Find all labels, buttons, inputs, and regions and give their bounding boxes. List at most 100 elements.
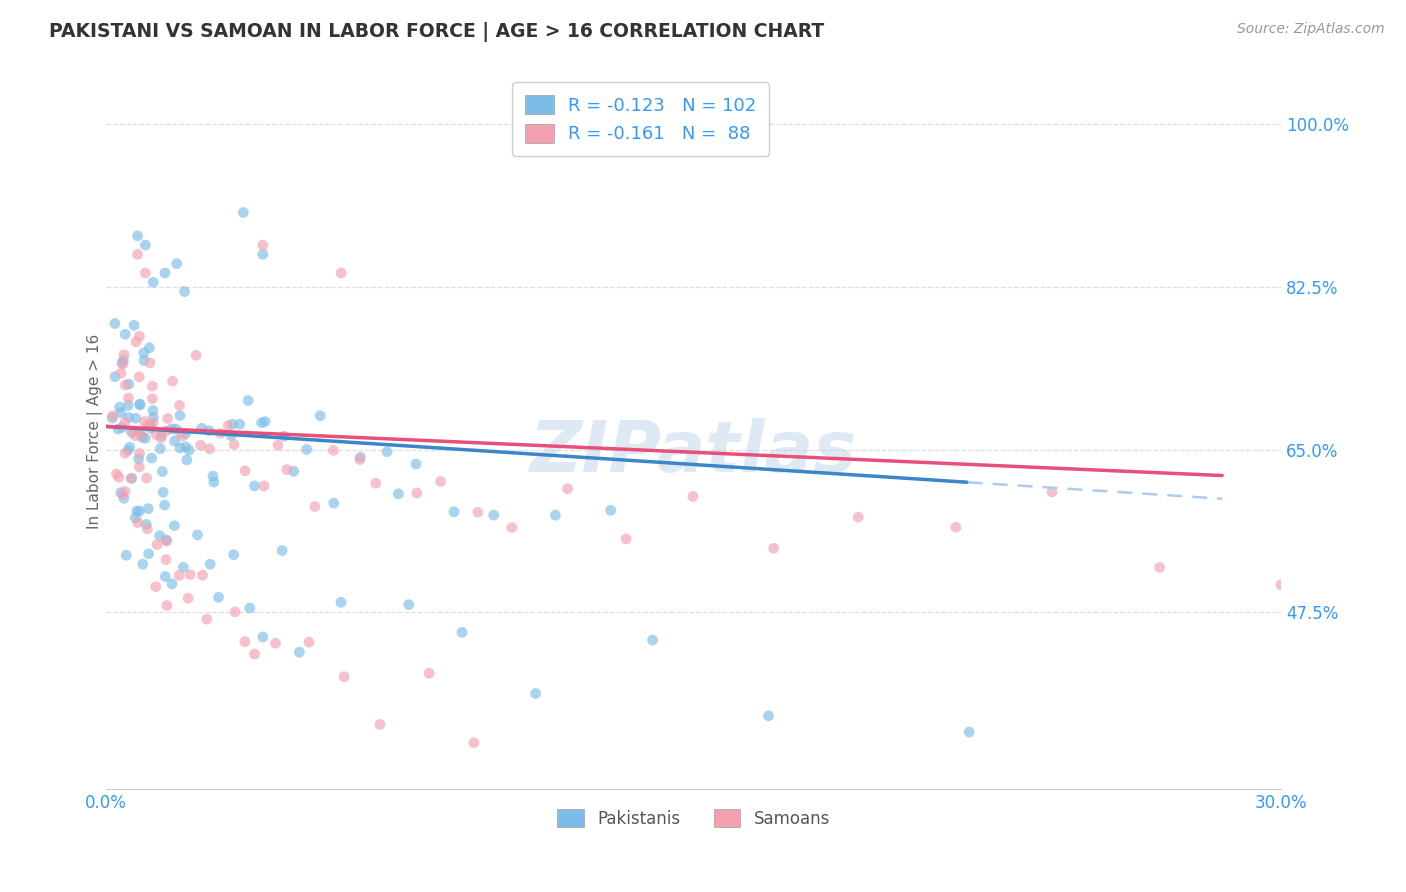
- Point: [136, 501, 159, 516]
- Point: [239, 601, 262, 615]
- Point: [169, 409, 191, 423]
- Point: [162, 374, 184, 388]
- Point: [163, 518, 186, 533]
- Point: [177, 591, 200, 606]
- Point: [141, 379, 163, 393]
- Point: [128, 329, 150, 343]
- Point: [125, 334, 148, 349]
- Point: [141, 451, 163, 466]
- Point: [163, 434, 186, 448]
- Legend: Pakistanis, Samoans: Pakistanis, Samoans: [551, 803, 837, 835]
- Point: [252, 238, 274, 252]
- Point: [101, 409, 124, 423]
- Point: [252, 630, 274, 644]
- Point: [146, 538, 169, 552]
- Point: [264, 636, 287, 650]
- Point: [112, 353, 135, 368]
- Point: [155, 552, 177, 566]
- Point: [155, 534, 177, 549]
- Point: [111, 487, 134, 501]
- Point: [295, 442, 318, 457]
- Point: [253, 479, 276, 493]
- Point: [136, 522, 159, 536]
- Point: [134, 415, 156, 429]
- Point: [172, 429, 194, 443]
- Point: [139, 417, 162, 432]
- Text: Source: ZipAtlas.com: Source: ZipAtlas.com: [1237, 22, 1385, 37]
- Point: [156, 599, 179, 613]
- Point: [222, 548, 245, 562]
- Point: [145, 580, 167, 594]
- Point: [349, 452, 371, 467]
- Point: [134, 266, 156, 280]
- Point: [142, 403, 165, 417]
- Point: [219, 428, 242, 442]
- Point: [250, 416, 273, 430]
- Point: [150, 431, 173, 445]
- Point: [233, 634, 256, 648]
- Point: [599, 503, 621, 517]
- Point: [191, 568, 214, 582]
- Point: [114, 378, 136, 392]
- Point: [463, 736, 485, 750]
- Point: [125, 504, 148, 518]
- Point: [110, 366, 132, 380]
- Y-axis label: In Labor Force | Age > 16: In Labor Force | Age > 16: [87, 334, 103, 529]
- Point: [141, 392, 163, 406]
- Point: [131, 430, 153, 444]
- Point: [132, 346, 155, 360]
- Point: [117, 391, 139, 405]
- Point: [129, 398, 152, 412]
- Point: [179, 443, 201, 458]
- Point: [309, 409, 332, 423]
- Point: [614, 532, 637, 546]
- Point: [134, 238, 156, 252]
- Point: [252, 247, 274, 261]
- Point: [107, 422, 129, 436]
- Point: [174, 426, 197, 441]
- Point: [149, 529, 172, 543]
- Point: [117, 399, 139, 413]
- Point: [125, 411, 148, 425]
- Point: [169, 398, 191, 412]
- Point: [128, 397, 150, 411]
- Point: [267, 438, 290, 452]
- Point: [186, 528, 208, 542]
- Point: [155, 424, 177, 438]
- Point: [122, 318, 145, 333]
- Point: [957, 725, 980, 739]
- Point: [682, 490, 704, 504]
- Point: [111, 420, 134, 434]
- Point: [129, 426, 152, 441]
- Point: [134, 431, 156, 445]
- Point: [364, 476, 387, 491]
- Point: [375, 444, 398, 458]
- Point: [198, 424, 221, 438]
- Point: [165, 422, 187, 436]
- Point: [243, 647, 266, 661]
- Point: [118, 377, 141, 392]
- Point: [152, 485, 174, 500]
- Point: [160, 577, 183, 591]
- Point: [139, 421, 162, 435]
- Point: [160, 422, 183, 436]
- Point: [276, 462, 298, 476]
- Point: [222, 437, 245, 451]
- Point: [288, 645, 311, 659]
- Point: [173, 285, 195, 299]
- Point: [304, 500, 326, 514]
- Point: [172, 560, 194, 574]
- Point: [330, 266, 353, 280]
- Point: [138, 341, 160, 355]
- Point: [451, 625, 474, 640]
- Point: [104, 317, 127, 331]
- Point: [111, 356, 134, 370]
- Point: [169, 425, 191, 440]
- Point: [127, 228, 149, 243]
- Point: [398, 598, 420, 612]
- Point: [387, 487, 409, 501]
- Point: [142, 410, 165, 425]
- Point: [195, 612, 218, 626]
- Point: [166, 257, 188, 271]
- Point: [224, 605, 246, 619]
